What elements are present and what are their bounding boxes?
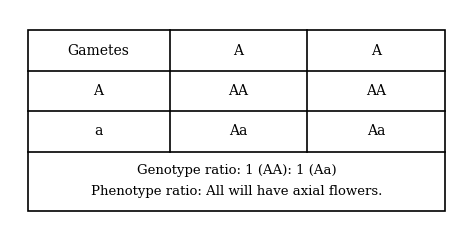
Text: A: A: [94, 84, 104, 98]
Text: Genotype ratio: 1 (AA): 1 (Aa): Genotype ratio: 1 (AA): 1 (Aa): [137, 164, 336, 177]
Text: A: A: [234, 44, 243, 58]
Text: AA: AA: [366, 84, 386, 98]
Text: Aa: Aa: [367, 124, 386, 139]
Text: a: a: [95, 124, 103, 139]
Text: Gametes: Gametes: [67, 44, 129, 58]
Text: A: A: [371, 44, 381, 58]
Text: AA: AA: [229, 84, 248, 98]
Text: Phenotype ratio: All will have axial flowers.: Phenotype ratio: All will have axial flo…: [91, 185, 382, 198]
Text: Aa: Aa: [230, 124, 248, 139]
Bar: [28, 30, 445, 211]
